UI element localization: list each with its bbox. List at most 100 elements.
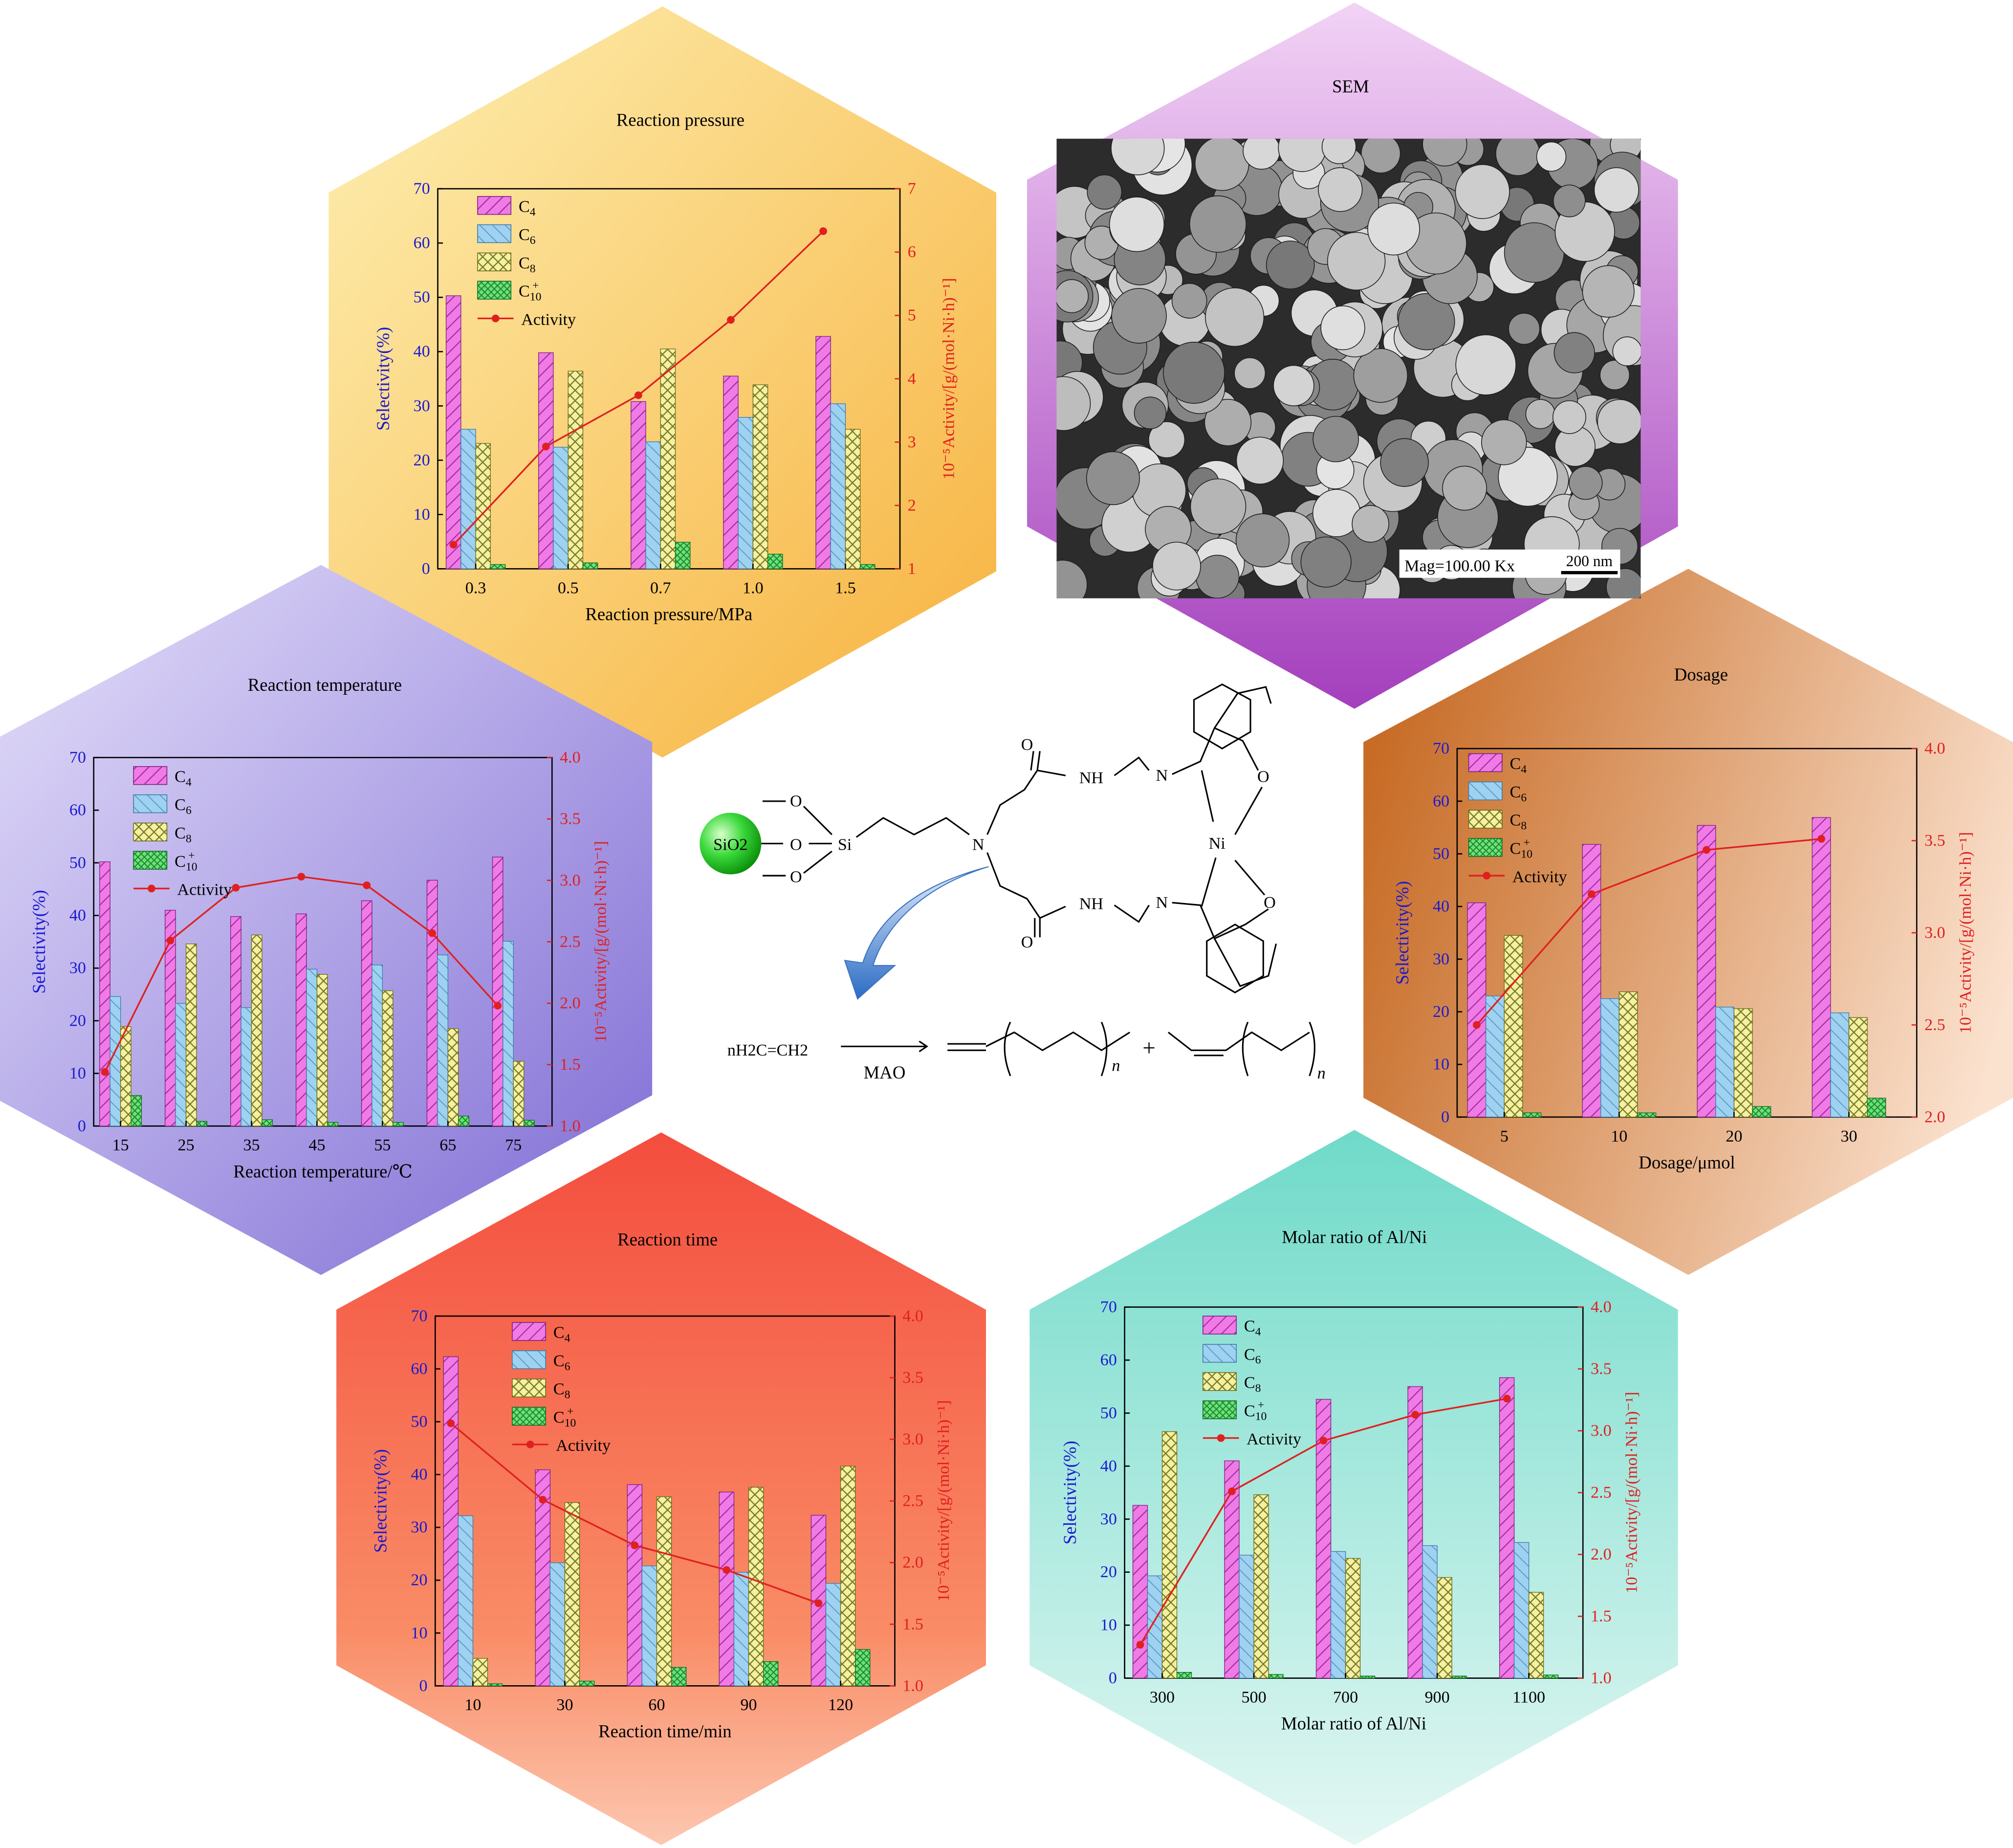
y-tick-label: 60 bbox=[69, 801, 86, 819]
bar-c8 bbox=[316, 974, 328, 1126]
atom-nh1: NH bbox=[1079, 769, 1103, 787]
bar-c10plus bbox=[1637, 1112, 1657, 1118]
activity-point bbox=[428, 929, 437, 937]
bar-c4 bbox=[815, 336, 831, 570]
sem-particle bbox=[1442, 465, 1487, 511]
legend-label: Activity bbox=[521, 310, 576, 329]
sem-magnification: Mag=100.00 Kx bbox=[1404, 557, 1515, 575]
y2-tick-label: 3.0 bbox=[560, 871, 581, 889]
activity-point bbox=[1319, 1436, 1328, 1445]
x-tick-label: 5 bbox=[1500, 1127, 1509, 1145]
bar-c6 bbox=[1513, 1542, 1530, 1679]
y-tick-label: 0 bbox=[1109, 1669, 1117, 1687]
bar-c10plus bbox=[458, 1116, 469, 1126]
y-tick-label: 10 bbox=[411, 1624, 427, 1642]
repeat-n-1: n bbox=[1112, 1056, 1120, 1075]
y-tick-label: 50 bbox=[1433, 845, 1449, 863]
legend-label: Activity bbox=[1247, 1430, 1301, 1449]
y-tick-label: 20 bbox=[1433, 1003, 1449, 1021]
bar-c4 bbox=[1315, 1399, 1332, 1679]
bar-c10plus bbox=[579, 1680, 595, 1686]
activity-point bbox=[232, 883, 240, 892]
x-axis-label: Reaction time/min bbox=[598, 1721, 732, 1741]
bar-c10plus bbox=[1522, 1112, 1542, 1118]
bar-c10plus bbox=[1359, 1675, 1376, 1679]
legend-label: C10+ bbox=[1244, 1399, 1267, 1423]
cocatalyst-label: MAO bbox=[864, 1062, 906, 1082]
bar-c4 bbox=[1132, 1505, 1148, 1679]
legend-label: C8 bbox=[175, 824, 192, 845]
bar-c10plus bbox=[327, 1122, 338, 1126]
x-tick-label: 45 bbox=[308, 1136, 325, 1154]
chart-5: Molar ratio of Al/Ni 0 10 20 30 40 50 60 70 1.0 1.… bbox=[1060, 1227, 1641, 1733]
atom-n: N bbox=[972, 836, 985, 854]
sem-particle bbox=[1569, 466, 1603, 500]
legend-label: C8 bbox=[553, 1380, 570, 1401]
y2-tick-label: 3.0 bbox=[1591, 1422, 1612, 1440]
activity-point bbox=[814, 1599, 823, 1607]
y-tick-label: 10 bbox=[414, 506, 430, 524]
sem-particle bbox=[1109, 197, 1165, 252]
sem-particle bbox=[1236, 437, 1284, 484]
x-axis-label: Molar ratio of Al/Ni bbox=[1281, 1714, 1426, 1734]
sem-particle bbox=[1056, 560, 1088, 598]
bar-c6 bbox=[830, 403, 846, 570]
x-tick-label: 1100 bbox=[1512, 1688, 1545, 1706]
legend-swatch bbox=[1203, 1372, 1237, 1391]
sem-particle bbox=[1327, 232, 1386, 291]
sem-particle bbox=[1594, 167, 1640, 213]
y-tick-label: 40 bbox=[1433, 898, 1449, 916]
x-tick-label: 10 bbox=[464, 1696, 481, 1714]
sem-particle bbox=[1380, 438, 1429, 487]
bar-c10plus bbox=[671, 1667, 687, 1686]
bar-c8 bbox=[1848, 1017, 1868, 1118]
bar-c8 bbox=[251, 934, 263, 1126]
y-tick-label: 50 bbox=[411, 1413, 427, 1431]
activity-point bbox=[631, 1541, 639, 1549]
bar-c6 bbox=[738, 417, 754, 570]
bar-c10plus bbox=[763, 1661, 779, 1686]
y2-tick-label: 5 bbox=[908, 307, 916, 325]
sem-particle bbox=[1056, 376, 1091, 431]
legend-label: C6 bbox=[553, 1352, 570, 1373]
legend-label: Activity bbox=[1512, 868, 1567, 886]
activity-point bbox=[635, 391, 642, 399]
sem-particle bbox=[1111, 138, 1165, 176]
sem-particle bbox=[1152, 542, 1201, 591]
x-tick-label: 0.7 bbox=[650, 579, 671, 597]
y-tick-label: 50 bbox=[69, 854, 86, 872]
legend-activity-marker bbox=[148, 884, 155, 893]
y2-tick-label: 4.0 bbox=[1925, 740, 1946, 758]
atom-o5: O bbox=[1257, 768, 1269, 786]
bar-c8 bbox=[120, 1026, 131, 1126]
bar-c6 bbox=[553, 447, 569, 570]
sem-particle bbox=[1205, 287, 1265, 347]
bar-c10plus bbox=[855, 1649, 871, 1686]
activity-point bbox=[494, 1002, 502, 1010]
legend-swatch bbox=[133, 822, 168, 842]
bar-c6 bbox=[372, 965, 383, 1126]
legend-swatch bbox=[477, 224, 512, 243]
y-tick-label: 30 bbox=[411, 1518, 427, 1537]
y2-axis-label: 10⁻⁵Activity/[g/(mol·Ni·h)⁻¹] bbox=[1623, 1392, 1641, 1594]
y2-tick-label: 3.5 bbox=[1925, 832, 1946, 850]
sem-particle bbox=[1163, 342, 1225, 404]
bar-c8 bbox=[660, 349, 676, 570]
y2-tick-label: 1.0 bbox=[560, 1117, 581, 1135]
x-tick-label: 90 bbox=[740, 1696, 757, 1714]
activity-point bbox=[1136, 1641, 1144, 1649]
bar-c8 bbox=[564, 1502, 580, 1686]
bar-c6 bbox=[1715, 1007, 1734, 1118]
bar-c10plus bbox=[196, 1121, 208, 1126]
y2-tick-label: 2 bbox=[908, 496, 916, 514]
bar-c8 bbox=[1528, 1592, 1544, 1679]
activity-point bbox=[539, 1496, 547, 1504]
bar-c10plus bbox=[1867, 1098, 1886, 1118]
sem-particle bbox=[1321, 138, 1357, 164]
legend-swatch bbox=[1468, 753, 1503, 772]
legend-label: C4 bbox=[1510, 755, 1527, 776]
y-tick-label: 20 bbox=[411, 1571, 427, 1589]
sem-particle bbox=[1481, 419, 1527, 465]
sem-particle bbox=[1087, 174, 1122, 210]
